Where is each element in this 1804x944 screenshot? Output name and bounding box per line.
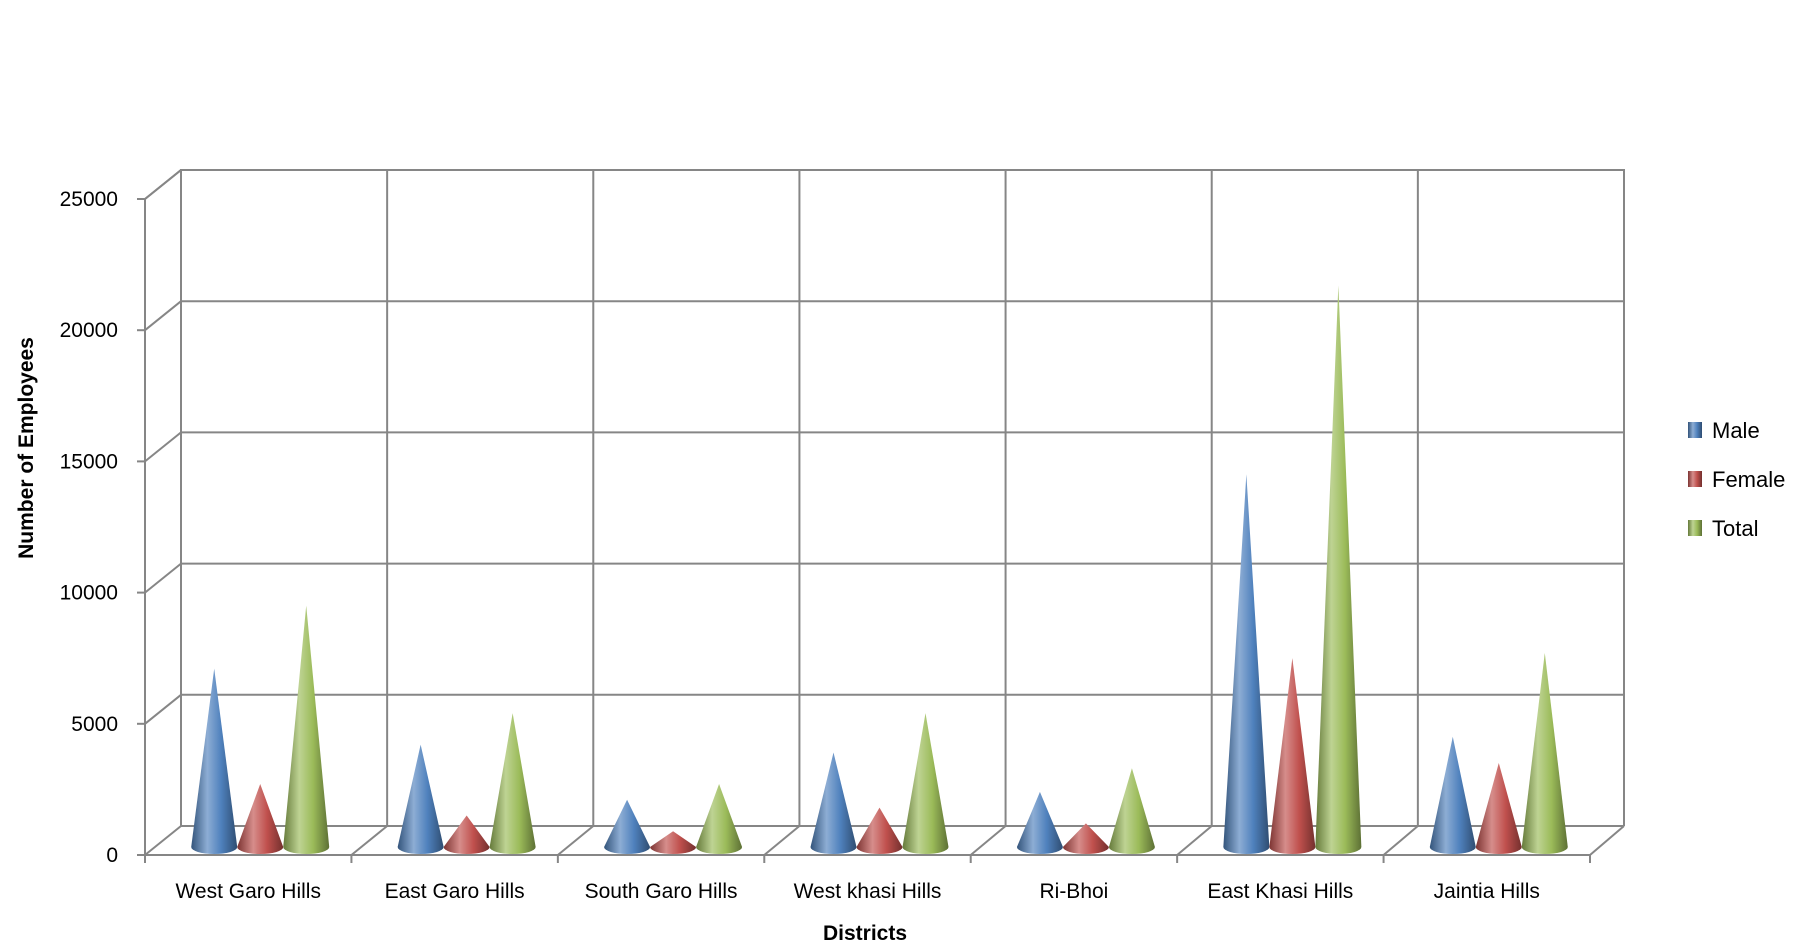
x-tick-label: Ri-Bhoi xyxy=(1039,880,1108,903)
x-tick-label: East Garo Hills xyxy=(385,880,525,903)
floor-right-edge xyxy=(1589,825,1625,856)
y-axis-title: Number of Employees xyxy=(15,337,38,559)
chart-walls xyxy=(144,169,1625,826)
cone-total xyxy=(1315,285,1362,855)
y-tick-label: 25000 xyxy=(60,188,118,211)
y-tick-label: 20000 xyxy=(60,319,118,342)
x-tick-label: East Khasi Hills xyxy=(1207,880,1353,903)
x-axis: West Garo Hills East Garo Hills South Garo… xyxy=(144,855,1591,903)
cone-male xyxy=(1223,474,1270,855)
cone-total xyxy=(1521,652,1568,855)
cone-male xyxy=(1016,791,1063,855)
floor-divider xyxy=(557,825,594,856)
side-gridline xyxy=(144,562,182,594)
cone-female xyxy=(237,784,284,854)
cone-total xyxy=(696,784,743,854)
cone-male xyxy=(810,752,857,855)
cone-male xyxy=(604,799,651,855)
gridlines xyxy=(144,169,1624,856)
x-tick-label: South Garo Hills xyxy=(585,880,738,903)
y-tick-label: 10000 xyxy=(60,582,118,605)
floor-divider xyxy=(1176,825,1213,856)
legend-swatch-female xyxy=(1688,471,1702,487)
floor-divider xyxy=(763,825,801,856)
side-gridline xyxy=(144,694,182,725)
floor-divider xyxy=(350,825,388,856)
x-tick-label: West Garo Hills xyxy=(175,880,320,903)
cone-female xyxy=(1062,823,1109,855)
y-tick-label: 0 xyxy=(106,844,118,867)
legend-label-male: Male xyxy=(1712,418,1760,443)
cone-female xyxy=(1269,658,1316,855)
cone-female xyxy=(856,807,903,855)
side-gridline xyxy=(144,825,182,856)
side-gridline xyxy=(144,169,182,200)
x-axis-title: Districts xyxy=(823,922,907,944)
y-axis: 0 5000 10000 15000 20000 25000 xyxy=(60,188,146,867)
chart-floor xyxy=(145,825,1625,856)
cone-marks xyxy=(191,285,1568,855)
y-tick-label: 5000 xyxy=(71,713,118,736)
legend-swatch-total xyxy=(1688,520,1702,536)
cone-female xyxy=(443,815,490,855)
y-tick-label: 15000 xyxy=(60,450,118,473)
legend-swatch-male xyxy=(1688,422,1702,438)
x-tick-label: West khasi Hills xyxy=(794,880,942,903)
cone-female xyxy=(1475,763,1522,855)
floor-divider xyxy=(1382,825,1419,856)
back-wall-outline xyxy=(180,169,1625,826)
legend-label-total: Total xyxy=(1712,516,1758,541)
cone-total xyxy=(489,713,536,854)
legend-label-female: Female xyxy=(1712,467,1785,492)
cone-male xyxy=(1429,736,1476,854)
cone-total xyxy=(283,605,330,855)
side-gridline xyxy=(144,431,182,463)
legend: Male Female Total xyxy=(1688,418,1785,541)
cone-male xyxy=(191,668,238,855)
cone-female xyxy=(650,831,697,855)
floor-divider xyxy=(970,825,1007,856)
side-gridline xyxy=(144,300,182,331)
cone-total xyxy=(902,713,949,855)
cone-male xyxy=(397,744,444,855)
cone-total xyxy=(1108,768,1155,855)
x-tick-label: Jaintia Hills xyxy=(1434,880,1540,903)
